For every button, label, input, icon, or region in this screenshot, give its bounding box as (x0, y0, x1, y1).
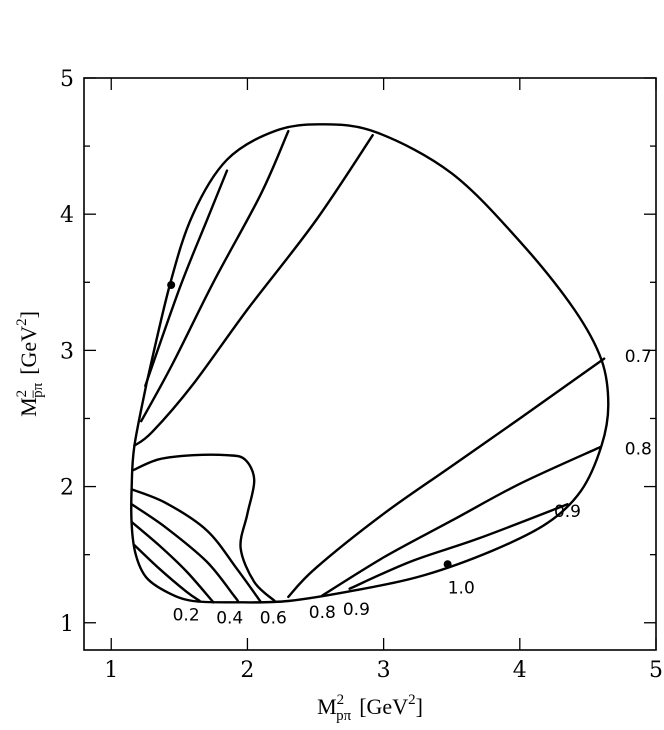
y-tick-label: 2 (60, 476, 74, 501)
curve-label: 0.8 (625, 439, 652, 459)
y-axis-unit-sup: 2 (14, 318, 30, 326)
x-axis-title: M2 pπ [GeV2] (317, 692, 423, 724)
marker-points (167, 281, 452, 569)
x-tick-label: 3 (377, 658, 391, 683)
contour-line-6 (140, 129, 290, 423)
contour-line-1 (130, 520, 215, 604)
y-tick-label: 4 (60, 203, 74, 228)
y-axis-sup: 2 (14, 390, 30, 398)
curve-label: 0.4 (216, 608, 243, 628)
contour-line-0 (133, 543, 201, 603)
curve-label: 0.9 (554, 502, 581, 522)
tick-labels: 1 2 3 4 5 1 2 3 4 5 (60, 67, 663, 683)
curve-label: 0.6 (260, 608, 287, 628)
y-axis-unit-end: ] (16, 311, 41, 318)
x-axis-base: M (317, 694, 337, 719)
y-axis-unit: [GeV (16, 326, 41, 375)
contour-line-9 (321, 445, 602, 597)
x-axis-sup: 2 (337, 692, 345, 708)
contour-line-2 (130, 503, 240, 603)
x-axis-unit: [GeV (359, 694, 408, 719)
y-tick-label: 5 (60, 67, 74, 92)
x-axis-unit-sup: 2 (408, 692, 416, 708)
axis-ticks (84, 77, 657, 650)
curve-label: 0.8 (309, 603, 336, 623)
y-axis-title: M2p̅π[GeV2] (14, 311, 46, 417)
y-tick-label: 3 (60, 339, 74, 364)
curve-label: 0.2 (173, 606, 200, 626)
x-tick-label: 2 (240, 658, 254, 683)
x-tick-label: 5 (649, 658, 663, 683)
curve-label: 0.7 (625, 347, 652, 367)
marker-point (167, 281, 176, 290)
contour-line-8 (287, 357, 606, 599)
contour-line-7 (144, 169, 229, 387)
x-axis-sub: pπ (336, 708, 352, 724)
plot-frame (83, 77, 657, 651)
curve-label: 0.9 (343, 600, 370, 620)
x-axis-unit-end: ] (416, 694, 423, 719)
contour-line-3 (130, 488, 263, 604)
curve-labels: 0.2 0.4 0.6 0.8 0.9 1.0 0.7 0.8 0.9 (173, 347, 652, 628)
y-axis-sub: p̅π (30, 382, 46, 398)
x-tick-label: 1 (104, 658, 118, 683)
marker-point (443, 560, 452, 569)
contour-curves (130, 123, 610, 604)
y-axis-base: M (16, 397, 41, 417)
phase-space-boundary (130, 123, 610, 604)
contour-line-10 (348, 503, 569, 590)
y-tick-label: 1 (60, 612, 74, 637)
curve-label: 1.0 (448, 578, 475, 598)
contour-line-5 (133, 134, 374, 447)
x-tick-label: 4 (513, 658, 527, 683)
contour-line-4 (131, 453, 276, 603)
